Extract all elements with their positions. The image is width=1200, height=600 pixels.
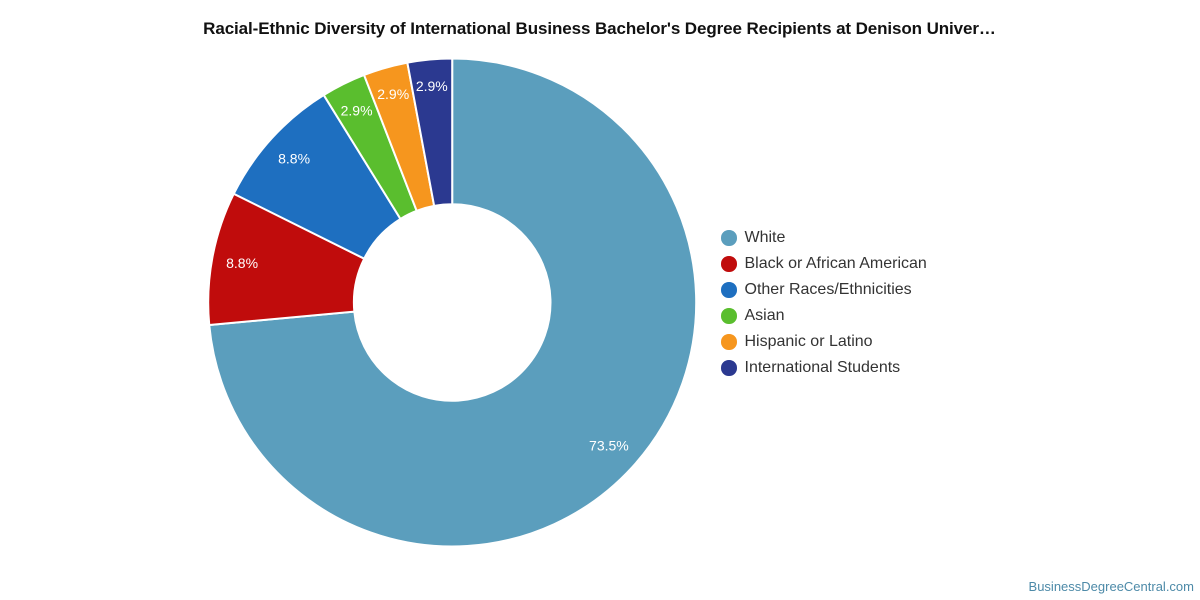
- svg-text:8.8%: 8.8%: [278, 151, 310, 167]
- svg-text:2.9%: 2.9%: [416, 78, 448, 94]
- svg-text:2.9%: 2.9%: [377, 86, 409, 102]
- svg-text:73.5%: 73.5%: [589, 438, 629, 454]
- svg-text:8.8%: 8.8%: [226, 255, 258, 271]
- svg-text:2.9%: 2.9%: [341, 102, 373, 118]
